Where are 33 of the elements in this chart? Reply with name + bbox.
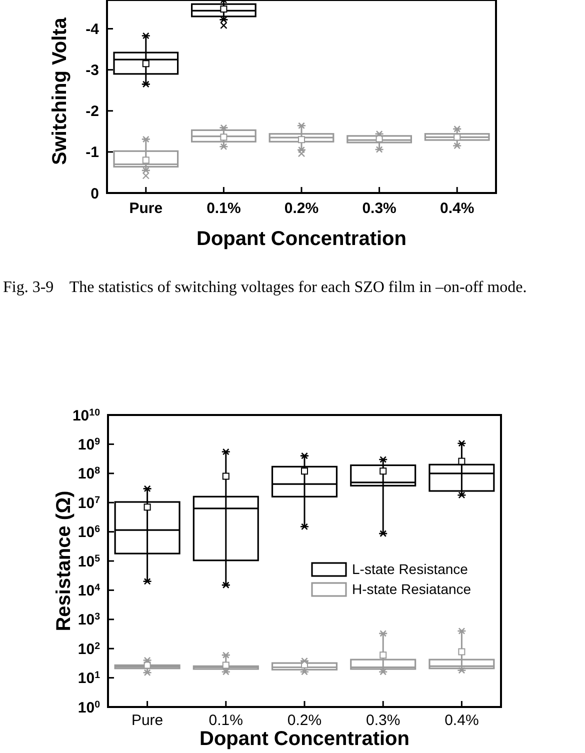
y-tick-label: 10$^{0}$ <box>78 698 101 716</box>
x-tick-label: 0.3% <box>362 200 396 217</box>
y-tick-label: 10$^{8}$ <box>78 465 101 483</box>
legend-label: L-state Resistance <box>352 561 468 577</box>
caption: Fig. 3-9 The statistics of switching voltages for each SZO film in –on-off mode. <box>3 279 527 296</box>
y-tick-label: 10$^{6}$ <box>78 524 101 542</box>
x-tick-label: 0.4% <box>440 200 474 217</box>
x-tick-label: Pure <box>131 712 164 729</box>
x-tick-label: 0.1% <box>206 200 241 217</box>
y-tick-label: -4 <box>86 20 100 38</box>
y-tick-label: 10$^{10}$ <box>72 406 101 424</box>
x-tick-label: 0.4% <box>444 712 479 729</box>
x-tick-label: 0.2% <box>287 712 322 729</box>
y-tick-label: 10$^{3}$ <box>78 611 101 629</box>
y-axis-title: Resistance (Ω) <box>53 490 75 632</box>
x-axis-title: Dopant Concentration <box>196 228 406 250</box>
x-tick-label: 0.1% <box>208 712 243 729</box>
y-tick-label: 10$^{1}$ <box>78 670 101 688</box>
x-tick-label: Pure <box>129 200 163 217</box>
legend-label: H-state Resiatance <box>352 581 472 597</box>
x-tick-label: 0.3% <box>366 712 400 729</box>
y-tick-label: 10$^{5}$ <box>78 552 101 570</box>
y-tick-label: 10$^{2}$ <box>78 640 101 658</box>
x-tick-label: 0.2% <box>284 200 319 217</box>
y-tick-label: -3 <box>86 62 99 80</box>
y-tick-label: 10$^{7}$ <box>78 494 100 512</box>
y-tick-label: 10$^{9}$ <box>78 436 101 454</box>
y-tick-label: 10$^{4}$ <box>78 582 101 600</box>
y-tick-label: 0 <box>90 185 99 202</box>
y-axis-title: Switching Volta <box>49 16 71 165</box>
y-tick-label: -2 <box>86 103 99 120</box>
x-axis-title: Dopant Concentration <box>200 728 410 750</box>
y-tick-label: -1 <box>86 144 99 162</box>
